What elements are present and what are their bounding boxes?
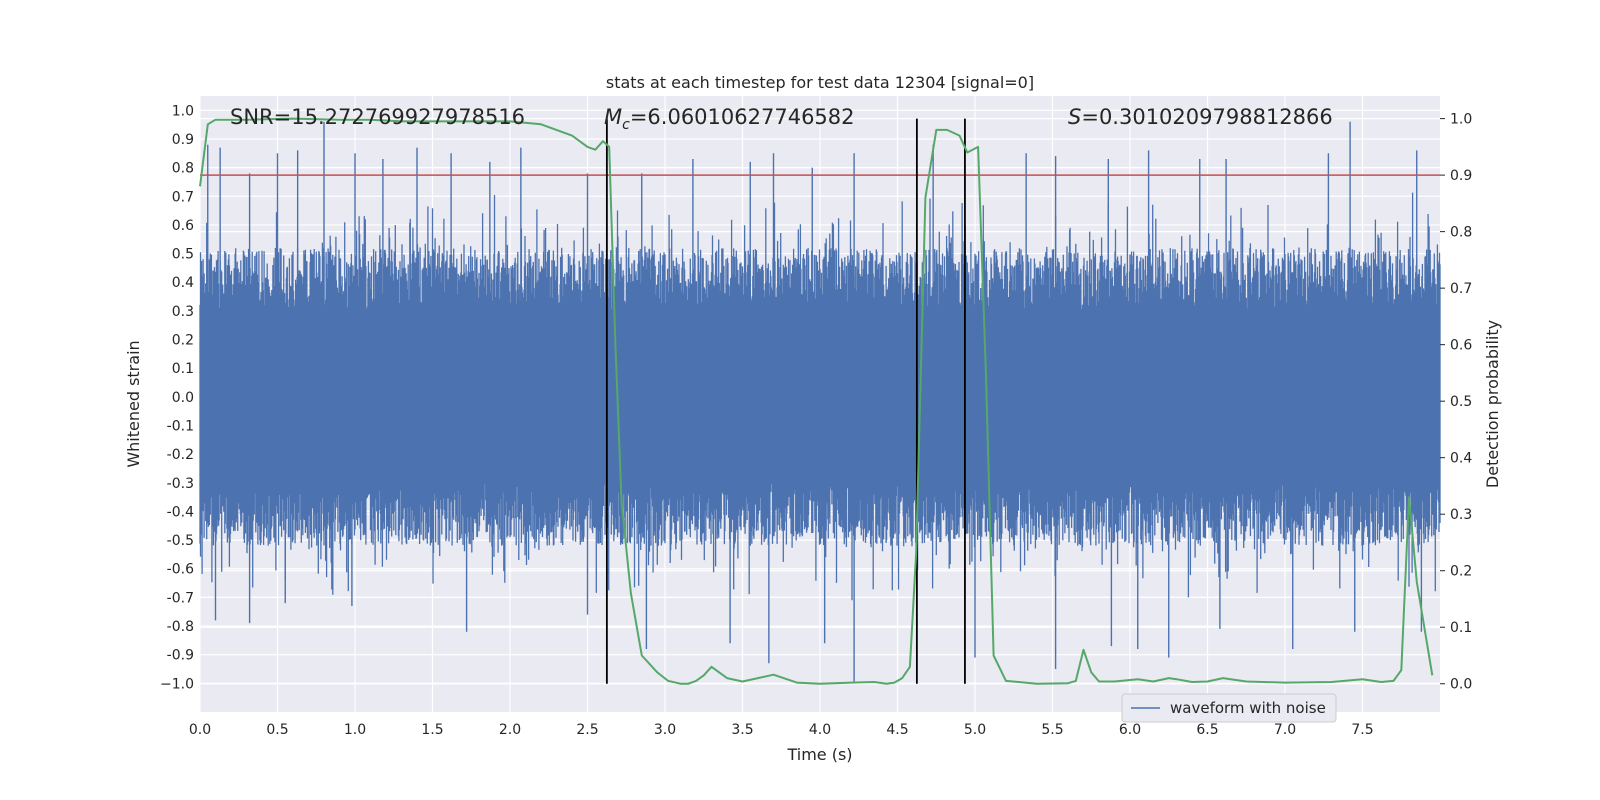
y-tick-label: 0.4	[172, 275, 194, 291]
chart-title: stats at each timestep for test data 123…	[606, 73, 1034, 92]
y-tick-label: -0.7	[167, 590, 194, 606]
y-tick-label: -0.5	[167, 533, 194, 549]
x-tick-label: 4.5	[886, 722, 908, 738]
y2-tick-label: 0.0	[1450, 677, 1472, 693]
x-axis-ticks: 0.0 0.5 1.0 1.5 2.0 2.5 3.0 3.5 4.0 4.5 5.0 5.5 6.0 6…	[189, 722, 1374, 738]
y2-axis-ticks: 1.0 0.9 0.8 0.7 0.6 0.5 0.4 0.3 0.2 0.1 0.0	[1440, 112, 1472, 693]
y-tick-label: -0.8	[167, 619, 194, 635]
s-value: =0.3010209798812866	[1081, 105, 1332, 129]
y-tick-label: 0.0	[172, 390, 194, 406]
x-tick-label: 6.0	[1119, 722, 1141, 738]
y2-tick-label: 0.9	[1450, 168, 1472, 184]
x-tick-label: 1.5	[421, 722, 443, 738]
x-tick-label: 6.5	[1196, 722, 1218, 738]
vertical-markers	[605, 118, 966, 684]
snr-annotation: SNR=15.272769927978516	[230, 105, 525, 129]
x-tick-label: 0.0	[189, 722, 211, 738]
y-tick-label: 0.6	[172, 218, 194, 234]
y-tick-label: −1.0	[160, 676, 194, 692]
y-tick-label: 0.5	[172, 247, 194, 263]
x-tick-label: 3.0	[654, 722, 676, 738]
y-tick-label: -0.4	[167, 504, 194, 520]
y-tick-label: -0.9	[167, 648, 194, 664]
s-symbol: S	[1068, 105, 1081, 129]
y-tick-label: -0.2	[167, 447, 194, 463]
s-annotation: S=0.3010209798812866	[1068, 105, 1333, 129]
y-tick-label: 0.8	[172, 161, 194, 177]
y2-axis-label: Detection probability	[1483, 320, 1502, 488]
chirp-mass-subscript: c	[622, 117, 630, 133]
x-tick-label: 2.5	[576, 722, 598, 738]
x-tick-label: 7.0	[1274, 722, 1296, 738]
chirp-mass-annotation: Mc=6.06010627746582	[604, 105, 855, 133]
x-tick-label: 1.0	[344, 722, 366, 738]
x-tick-label: 2.0	[499, 722, 521, 738]
legend: waveform with noise	[1121, 693, 1337, 723]
y2-tick-label: 0.1	[1450, 620, 1472, 636]
y-tick-label: -0.1	[167, 418, 194, 434]
y2-tick-label: 0.3	[1450, 507, 1472, 523]
x-tick-label: 7.5	[1351, 722, 1373, 738]
y-tick-label: 0.1	[172, 361, 194, 377]
chirp-mass-value: =6.06010627746582	[630, 105, 855, 129]
chirp-mass-symbol: M	[604, 105, 622, 129]
y2-tick-label: 0.5	[1450, 394, 1472, 410]
x-tick-label: 5.0	[964, 722, 986, 738]
y-tick-label: 0.7	[172, 189, 194, 205]
y2-tick-label: 0.7	[1450, 281, 1472, 297]
y2-tick-label: 1.0	[1450, 112, 1472, 128]
probability-line	[199, 117, 1434, 685]
probability-series	[199, 117, 1434, 685]
y2-tick-label: 0.4	[1450, 451, 1472, 467]
y-tick-label: -0.3	[167, 476, 194, 492]
y-tick-label: 0.2	[172, 333, 194, 349]
y-tick-label: 1.0	[172, 103, 194, 119]
waveform-core	[200, 310, 1440, 483]
x-tick-label: 4.0	[809, 722, 831, 738]
x-tick-label: 0.5	[266, 722, 288, 738]
y-axis-ticks: 1.0 0.9 0.8 0.7 0.6 0.5 0.4 0.3 0.2 0.1 0.0 -0.1 -0.…	[160, 103, 194, 692]
y-tick-label: -0.6	[167, 562, 194, 578]
legend-label: waveform with noise	[1170, 699, 1326, 717]
y2-tick-label: 0.2	[1450, 564, 1472, 580]
y-axis-label: Whitened strain	[124, 340, 143, 467]
y2-tick-label: 0.6	[1450, 338, 1472, 354]
x-axis-label: Time (s)	[786, 745, 852, 764]
legend-box	[1121, 693, 1337, 723]
y-tick-label: 0.9	[172, 132, 194, 148]
x-tick-label: 5.5	[1041, 722, 1063, 738]
x-tick-label: 3.5	[731, 722, 753, 738]
y2-tick-label: 0.8	[1450, 225, 1472, 241]
waveform-series	[199, 121, 1441, 684]
y-tick-label: 0.3	[172, 304, 194, 320]
